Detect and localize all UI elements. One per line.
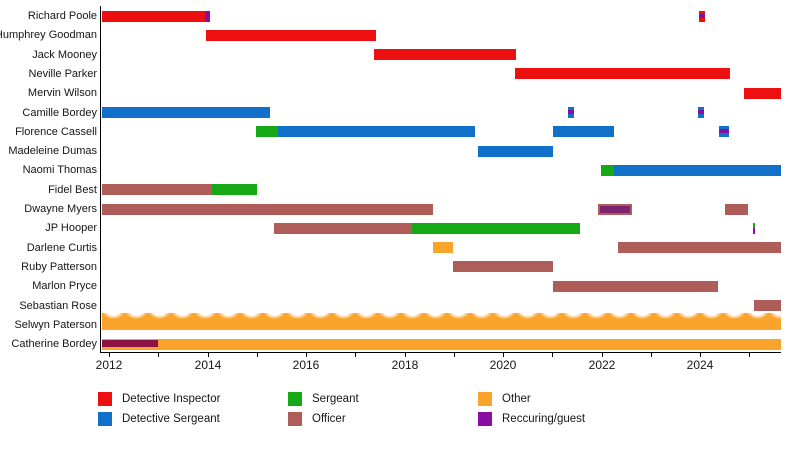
bar-segment — [433, 242, 453, 253]
axis-tick-label: 2020 — [489, 358, 517, 372]
axis-tick — [700, 353, 701, 357]
row-label: Richard Poole — [27, 10, 97, 22]
row-label: Neville Parker — [28, 68, 97, 80]
row-label: Darlene Curtis — [26, 242, 97, 254]
axis-tick — [109, 353, 110, 357]
x-axis-line — [100, 352, 781, 353]
legend-swatch-other — [478, 392, 492, 406]
guest-overlay — [753, 228, 755, 234]
guest-overlay — [568, 110, 574, 114]
bar-segment — [102, 313, 781, 330]
row-label: Madeleine Dumas — [8, 145, 97, 157]
bar-segment — [515, 68, 730, 79]
bar-segment — [614, 165, 781, 176]
axis-tick-label: 2016 — [292, 358, 320, 372]
bar-segment — [698, 107, 704, 118]
legend-swatch-ds — [98, 412, 112, 426]
axis-tick — [651, 353, 652, 357]
guest-overlay — [698, 110, 704, 114]
legend-label: Detective Inspector — [122, 393, 221, 405]
legend-swatch-guest — [478, 412, 492, 426]
bar-segment — [374, 49, 516, 60]
axis-tick — [749, 353, 750, 357]
bar-segment — [102, 339, 781, 350]
row-label: Dwayne Myers — [24, 203, 97, 215]
row-label: Naomi Thomas — [22, 164, 97, 176]
legend-swatch-off — [288, 412, 302, 426]
bar-segment — [553, 126, 614, 137]
bar-segment — [719, 126, 729, 137]
axis-tick-label: 2018 — [391, 358, 419, 372]
row-label: Fidel Best — [48, 184, 97, 196]
fade-pattern — [102, 313, 781, 323]
bar-segment — [601, 165, 614, 176]
bar-segment — [206, 30, 376, 41]
axis-tick — [503, 353, 504, 357]
axis-tick-label: 2012 — [95, 358, 123, 372]
bar-segment — [256, 126, 278, 137]
bar-segment — [453, 261, 553, 272]
row-label: JP Hooper — [45, 222, 97, 234]
bar-segment — [102, 204, 433, 215]
axis-tick — [552, 353, 553, 357]
legend-label: Officer — [312, 413, 346, 425]
bar-segment — [274, 223, 412, 234]
guest-overlay — [600, 206, 630, 213]
axis-tick-label: 2014 — [194, 358, 222, 372]
row-label: Jack Mooney — [32, 49, 97, 61]
axis-tick — [257, 353, 258, 357]
bar-segment — [753, 223, 755, 234]
row-label: Florence Cassell — [15, 126, 97, 138]
bar-segment — [102, 11, 205, 22]
bar-segment — [568, 107, 574, 118]
axis-tick — [454, 353, 455, 357]
bar-segment — [478, 146, 553, 157]
guest-overlay — [719, 129, 729, 133]
bar-segment — [553, 281, 718, 292]
axis-tick — [306, 353, 307, 357]
axis-tick — [355, 353, 356, 357]
guest-overlay — [699, 14, 705, 18]
axis-tick-label: 2022 — [588, 358, 616, 372]
legend-label: Reccuring/guest — [502, 413, 586, 425]
bar-segment — [754, 300, 781, 311]
legend-swatch-di — [98, 392, 112, 406]
row-label: Selwyn Paterson — [14, 319, 97, 331]
legend-label: Sergeant — [312, 393, 359, 405]
row-label: Catherine Bordey — [11, 338, 97, 350]
bar-segment — [412, 223, 580, 234]
bar-segment — [205, 11, 210, 22]
row-label: Ruby Patterson — [21, 261, 97, 273]
y-axis-line — [100, 6, 101, 352]
bar-segment — [618, 242, 781, 253]
bar-segment — [278, 126, 475, 137]
row-label: Humphrey Goodman — [0, 29, 97, 41]
row-label: Marlon Pryce — [32, 280, 97, 292]
axis-tick — [602, 353, 603, 357]
bar-segment — [699, 11, 705, 22]
legend-swatch-sgt — [288, 392, 302, 406]
bar-segment — [744, 88, 781, 99]
axis-tick — [158, 353, 159, 357]
bar-segment — [212, 184, 257, 195]
bar-segment — [598, 204, 632, 215]
row-label: Mervin Wilson — [27, 87, 97, 99]
legend-label: Detective Sergeant — [122, 413, 220, 425]
row-label: Sebastian Rose — [19, 300, 97, 312]
bar-segment — [102, 107, 270, 118]
axis-tick — [405, 353, 406, 357]
legend-label: Other — [502, 393, 531, 405]
bar-segment — [102, 184, 212, 195]
axis-tick-label: 2024 — [686, 358, 714, 372]
axis-tick — [208, 353, 209, 357]
row-label: Camille Bordey — [22, 107, 97, 119]
bar-segment — [725, 204, 748, 215]
guest-overlay — [102, 340, 158, 347]
